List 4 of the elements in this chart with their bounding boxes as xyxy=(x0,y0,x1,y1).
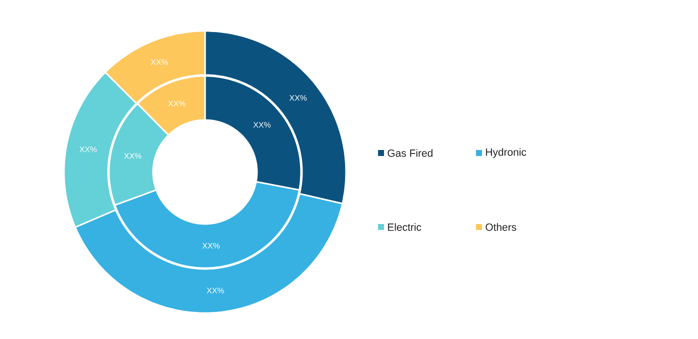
legend-label: Electric xyxy=(388,223,422,231)
legend-label: Gas Fired xyxy=(388,149,432,157)
legend-label: Hydronic xyxy=(486,148,526,158)
legend-label: Others xyxy=(486,223,516,231)
